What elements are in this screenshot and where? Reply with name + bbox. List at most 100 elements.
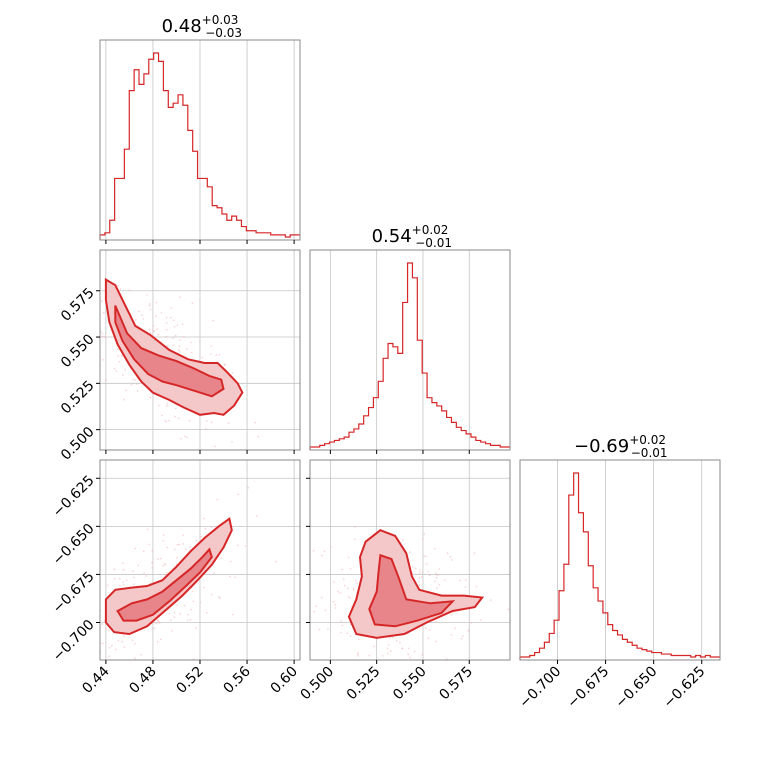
xtick-label: 0.56 [221, 663, 254, 696]
ytick-label: −0.625 [50, 473, 98, 521]
scatter-point [386, 647, 389, 650]
hist-title-plus-1: +0.02 [412, 223, 449, 237]
xtick-label: 0.525 [344, 664, 384, 704]
data-layer [99, 52, 720, 661]
scatter-point [160, 638, 162, 641]
scatter-point [119, 288, 122, 291]
scatter-point [419, 569, 421, 572]
scatter-point [149, 308, 152, 311]
scatter-point [165, 420, 168, 423]
scatter-point [141, 314, 143, 317]
scatter-point [387, 644, 390, 646]
scatter-point [210, 421, 213, 424]
scatter-point [421, 571, 424, 573]
hist-title-0: 0.48+0.03 [162, 13, 239, 37]
scatter-point [389, 636, 391, 639]
scatter-point [178, 345, 181, 348]
scatter-point [341, 624, 344, 627]
scatter-point [210, 353, 212, 355]
scatter-point [213, 572, 216, 574]
scatter-point [165, 316, 168, 319]
scatter-point [174, 334, 177, 337]
scatter-point [158, 404, 160, 407]
scatter-point [174, 407, 177, 410]
scatter-point [122, 374, 124, 376]
ytick-label: −0.675 [50, 569, 98, 617]
scatter-point [450, 614, 453, 616]
scatter-point [105, 337, 107, 339]
scatter-point [434, 580, 436, 583]
scatter-point [131, 639, 134, 642]
scatter-point [357, 655, 360, 657]
scatter-point [157, 558, 160, 560]
hist-title-minus-1: −0.01 [415, 236, 452, 250]
scatter-point [461, 635, 464, 637]
hist-frame-1 [309, 249, 511, 451]
scatter-point [427, 637, 430, 640]
histogram-0 [99, 52, 300, 240]
scatter-point [349, 635, 352, 637]
scatter-point [102, 358, 104, 361]
scatter-point [113, 367, 116, 370]
scatter-point [323, 550, 326, 553]
scatter-point [436, 587, 438, 589]
scatter-point [152, 329, 155, 332]
scatter-point [168, 612, 171, 615]
xtick-label: 0.500 [298, 664, 338, 704]
scatter-point [134, 547, 137, 550]
scatter-point [313, 610, 316, 613]
scatter-point [173, 616, 176, 619]
scatter-point [247, 486, 250, 489]
scatter-point [203, 517, 206, 520]
scatter-point [168, 419, 170, 422]
scatter-point [132, 378, 135, 381]
scatter-point [343, 584, 346, 587]
scatter-point [113, 577, 116, 580]
scatter-point [354, 526, 356, 528]
scatter-point [425, 555, 428, 557]
scatter-point [418, 584, 421, 586]
scatter-point [121, 562, 124, 565]
scatter-point [218, 596, 220, 598]
scatter-point [407, 653, 410, 656]
scatter-point [142, 550, 145, 553]
scatter-point [192, 600, 195, 603]
scatter-point [158, 621, 160, 623]
scatter-point [199, 340, 201, 343]
xtick-label: −0.650 [613, 664, 661, 712]
xtick-label: 0.550 [390, 664, 430, 704]
scatter-point [234, 576, 236, 579]
scatter-point [170, 619, 172, 622]
scatter-point [163, 562, 166, 565]
scatter-point [186, 619, 189, 621]
scatter-point [223, 364, 226, 367]
scatter-point [179, 296, 181, 299]
scatter-point [340, 620, 343, 623]
scatter-point [166, 404, 168, 407]
scatter-point [108, 655, 111, 658]
scatter-point [438, 568, 441, 570]
scatter-point [418, 580, 421, 583]
scatter-point [409, 551, 411, 553]
scatter-point [411, 565, 414, 568]
hist-title-2: −0.69+0.02 [574, 433, 666, 457]
scatter-point [418, 572, 421, 574]
scatter-point [468, 630, 470, 633]
scatter-point [320, 596, 323, 599]
scatter-point [135, 383, 138, 385]
scatter-point [446, 552, 449, 555]
scatter-point [166, 344, 168, 347]
xtick-label: 0.60 [268, 664, 301, 697]
scatter-point [342, 578, 345, 581]
scatter-point [467, 629, 470, 632]
scatter-point [159, 557, 162, 560]
scatter-point [275, 560, 278, 563]
scatter-point [421, 653, 424, 656]
scatter-point [341, 568, 344, 571]
scatter-point [176, 324, 179, 327]
scatter-point [166, 572, 168, 574]
scatter-point [173, 548, 176, 551]
scatter-point [170, 316, 172, 319]
scatter-point [200, 535, 203, 538]
scatter-point [121, 640, 124, 643]
